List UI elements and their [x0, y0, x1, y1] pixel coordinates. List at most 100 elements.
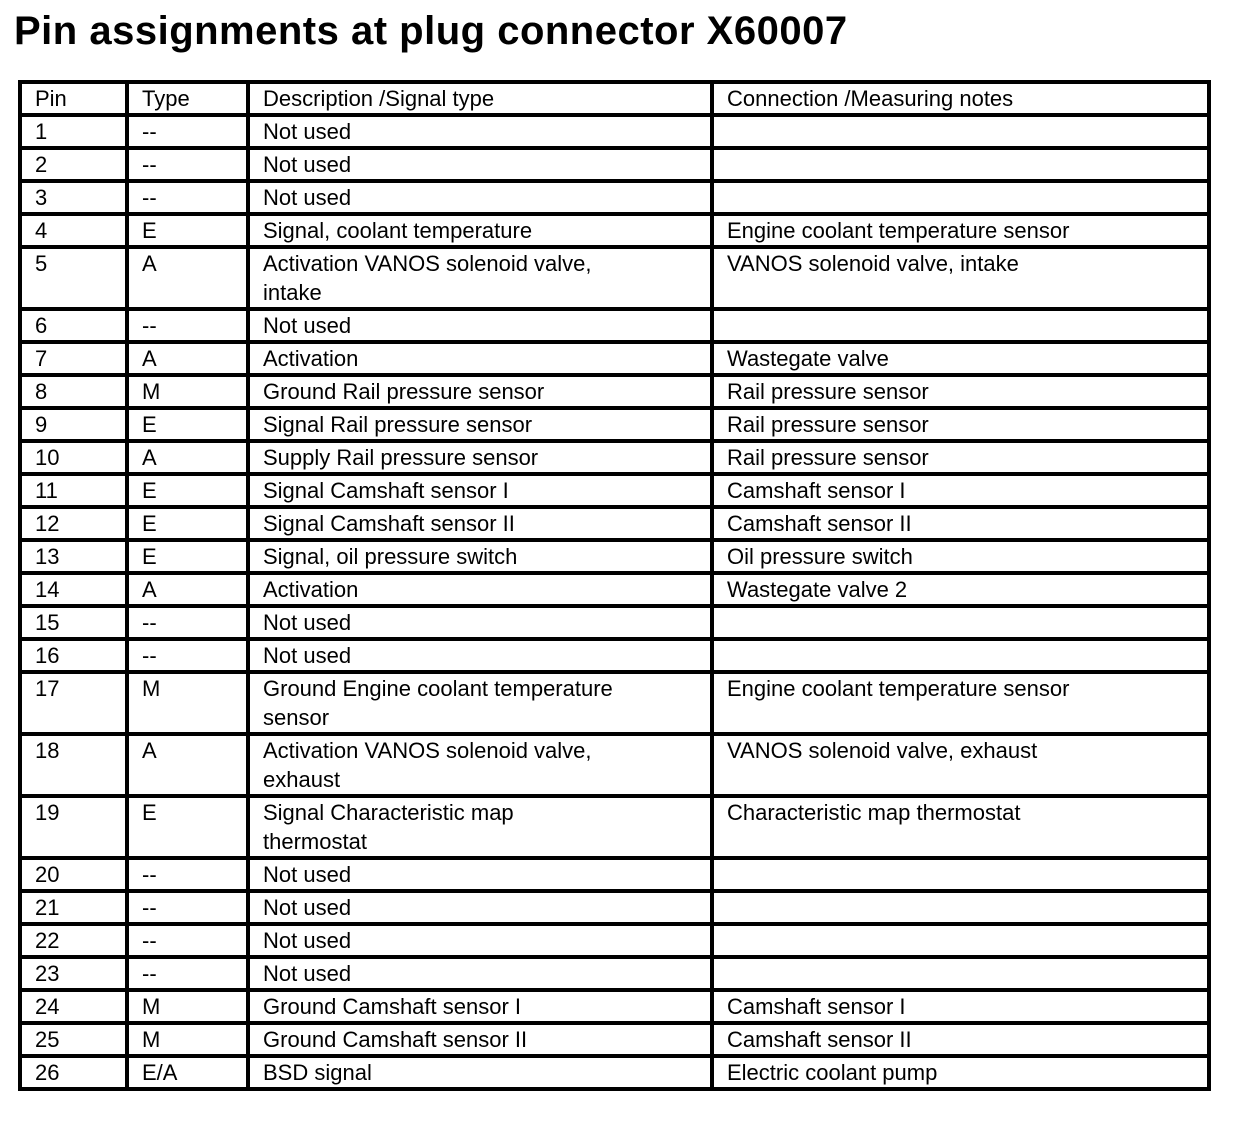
connection-cell: Rail pressure sensor: [710, 406, 1211, 443]
type-cell: E: [125, 794, 250, 860]
type-cell: E: [125, 472, 250, 509]
table-row: 15 -- Not used: [18, 604, 1211, 641]
column-header-description: Description /Signal type: [246, 80, 714, 117]
description-cell: Signal Rail pressure sensor: [246, 406, 714, 443]
type-cell: E: [125, 505, 250, 542]
pin-cell: 15: [18, 604, 129, 641]
pin-cell: 6: [18, 307, 129, 344]
pin-cell: 26: [18, 1054, 129, 1091]
table-row: 13 E Signal, oil pressure switch Oil pre…: [18, 538, 1211, 575]
pin-cell: 1: [18, 113, 129, 150]
type-cell: --: [125, 146, 250, 183]
description-cell: Not used: [246, 179, 714, 216]
type-cell: A: [125, 732, 250, 798]
table-row: 17 M Ground Engine coolant temperature s…: [18, 670, 1211, 736]
connection-cell: [710, 179, 1211, 216]
table-row: 3 -- Not used: [18, 179, 1211, 216]
connection-cell: Engine coolant temperature sensor: [710, 670, 1211, 736]
connection-cell: Wastegate valve: [710, 340, 1211, 377]
pin-cell: 20: [18, 856, 129, 893]
table-row: 21 -- Not used: [18, 889, 1211, 926]
description-cell: Not used: [246, 604, 714, 641]
pin-cell: 22: [18, 922, 129, 959]
description-cell: Signal, coolant temperature: [246, 212, 714, 249]
type-cell: E: [125, 212, 250, 249]
connection-cell: [710, 922, 1211, 959]
pin-cell: 24: [18, 988, 129, 1025]
pin-cell: 25: [18, 1021, 129, 1058]
description-cell: Activation: [246, 571, 714, 608]
description-cell: Not used: [246, 955, 714, 992]
type-cell: --: [125, 604, 250, 641]
connection-cell: Engine coolant temperature sensor: [710, 212, 1211, 249]
connection-cell: [710, 307, 1211, 344]
pin-cell: 10: [18, 439, 129, 476]
connection-cell: Electric coolant pump: [710, 1054, 1211, 1091]
table-row: 24 M Ground Camshaft sensor I Camshaft s…: [18, 988, 1211, 1025]
type-cell: A: [125, 245, 250, 311]
connection-cell: Wastegate valve 2: [710, 571, 1211, 608]
table-row: 9 E Signal Rail pressure sensor Rail pre…: [18, 406, 1211, 443]
description-cell: Not used: [246, 889, 714, 926]
type-cell: --: [125, 179, 250, 216]
connection-cell: [710, 146, 1211, 183]
type-cell: A: [125, 439, 250, 476]
type-cell: --: [125, 113, 250, 150]
type-cell: A: [125, 571, 250, 608]
connection-cell: Characteristic map thermostat: [710, 794, 1211, 860]
pin-cell: 14: [18, 571, 129, 608]
table-row: 23 -- Not used: [18, 955, 1211, 992]
type-cell: A: [125, 340, 250, 377]
description-cell: Ground Camshaft sensor II: [246, 1021, 714, 1058]
pin-cell: 12: [18, 505, 129, 542]
type-cell: E: [125, 406, 250, 443]
description-cell: Not used: [246, 113, 714, 150]
pin-cell: 9: [18, 406, 129, 443]
table-row: 2 -- Not used: [18, 146, 1211, 183]
description-cell: Signal Camshaft sensor I: [246, 472, 714, 509]
pin-cell: 7: [18, 340, 129, 377]
connection-cell: [710, 604, 1211, 641]
description-cell: Not used: [246, 146, 714, 183]
connection-cell: VANOS solenoid valve, intake: [710, 245, 1211, 311]
pin-cell: 13: [18, 538, 129, 575]
table-row: 8 M Ground Rail pressure sensor Rail pre…: [18, 373, 1211, 410]
type-cell: --: [125, 922, 250, 959]
table-row: 7 A Activation Wastegate valve: [18, 340, 1211, 377]
pin-cell: 5: [18, 245, 129, 311]
connection-cell: VANOS solenoid valve, exhaust: [710, 732, 1211, 798]
table-row: 16 -- Not used: [18, 637, 1211, 674]
connection-cell: [710, 889, 1211, 926]
type-cell: M: [125, 670, 250, 736]
table-row: 1 -- Not used: [18, 113, 1211, 150]
table-header-row: Pin Type Description /Signal type Connec…: [18, 80, 1211, 117]
pin-cell: 4: [18, 212, 129, 249]
connection-cell: Camshaft sensor II: [710, 1021, 1211, 1058]
type-cell: E: [125, 538, 250, 575]
type-cell: M: [125, 988, 250, 1025]
table-row: 12 E Signal Camshaft sensor II Camshaft …: [18, 505, 1211, 542]
connection-cell: [710, 955, 1211, 992]
pin-cell: 21: [18, 889, 129, 926]
pin-cell: 19: [18, 794, 129, 860]
page-title: Pin assignments at plug connector X60007: [14, 9, 848, 53]
document-page: Pin assignments at plug connector X60007…: [0, 6, 1248, 1126]
connection-cell: [710, 856, 1211, 893]
description-cell: Signal Characteristic map thermostat: [246, 794, 714, 860]
type-cell: M: [125, 1021, 250, 1058]
connection-cell: [710, 637, 1211, 674]
table-row: 14 A Activation Wastegate valve 2: [18, 571, 1211, 608]
description-cell: Activation VANOS solenoid valve, intake: [246, 245, 714, 311]
table-row: 26 E/A BSD signal Electric coolant pump: [18, 1054, 1211, 1091]
column-header-connection: Connection /Measuring notes: [710, 80, 1211, 117]
table-row: 6 -- Not used: [18, 307, 1211, 344]
table-row: 20 -- Not used: [18, 856, 1211, 893]
type-cell: --: [125, 637, 250, 674]
connection-cell: Rail pressure sensor: [710, 439, 1211, 476]
description-cell: Ground Engine coolant temperature sensor: [246, 670, 714, 736]
column-header-type: Type: [125, 80, 250, 117]
description-cell: Activation: [246, 340, 714, 377]
table-row: 19 E Signal Characteristic map thermosta…: [18, 794, 1211, 860]
pin-cell: 18: [18, 732, 129, 798]
column-header-pin: Pin: [18, 80, 129, 117]
